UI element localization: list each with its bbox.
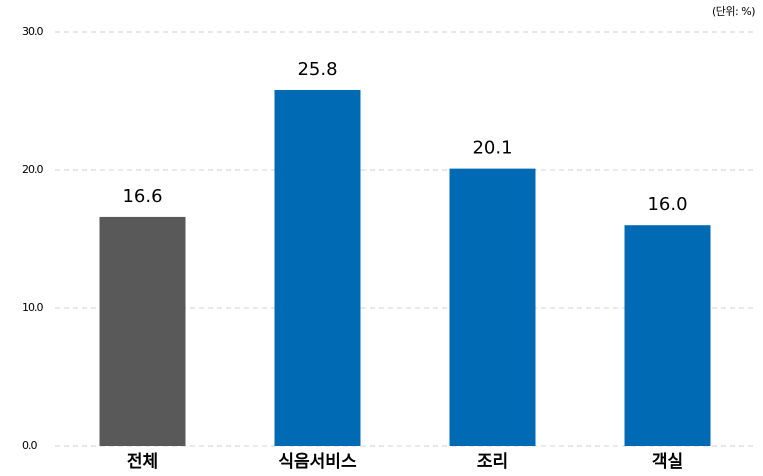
y-tick-label: 20.0 <box>22 163 43 176</box>
bar <box>449 168 536 446</box>
x-tick-label: 객실 <box>652 452 683 472</box>
value-label: 16.0 <box>647 194 687 215</box>
x-tick-label: 식음서비스 <box>278 452 357 472</box>
x-tick-label: 조리 <box>477 452 508 472</box>
value-label: 16.6 <box>122 186 162 207</box>
bar <box>624 225 711 446</box>
y-tick-label: 10.0 <box>22 301 43 314</box>
value-label: 25.8 <box>297 59 337 80</box>
value-label: 20.1 <box>472 138 512 159</box>
bar <box>274 89 361 447</box>
bar <box>99 216 186 446</box>
x-tick-label: 전체 <box>127 452 158 472</box>
unit-label: (단위: %) <box>712 5 755 18</box>
y-tick-label: 30.0 <box>22 25 43 38</box>
y-tick-label: 0.0 <box>22 439 37 452</box>
